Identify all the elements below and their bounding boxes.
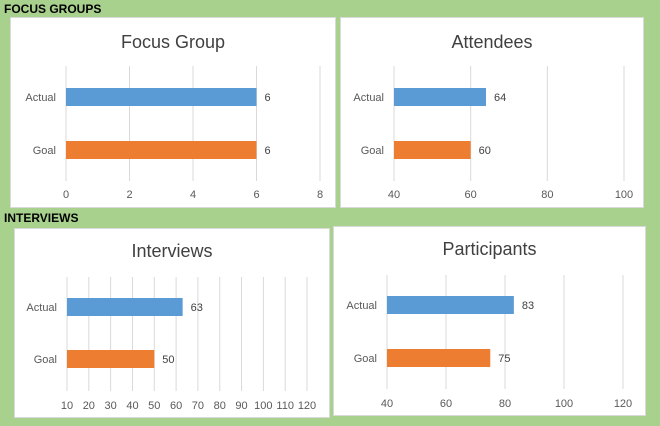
category-label: Goal bbox=[354, 353, 377, 365]
category-label: Actual bbox=[25, 92, 56, 104]
category-label: Actual bbox=[346, 300, 377, 312]
data-label: 63 bbox=[191, 302, 203, 314]
x-tick-label: 100 bbox=[555, 398, 573, 410]
x-tick-label: 4 bbox=[190, 189, 196, 201]
chart-svg-attendees: 40 60 80 100 Actual 64 Goal 60 bbox=[353, 66, 633, 201]
x-tick-label: 120 bbox=[614, 398, 632, 410]
chart-panel-attendees: Attendees 40 60 80 100 Actual 64 Goal 60 bbox=[340, 17, 644, 208]
x-tick-label: 20 bbox=[83, 400, 95, 412]
chart-title-interviews: Interviews bbox=[131, 241, 213, 261]
chart-svg-interviews: 10 20 30 40 50 60 70 80 90 100 110 120 Actual 63 Goal 5… bbox=[26, 277, 316, 412]
x-tick-label: 100 bbox=[254, 400, 272, 412]
bar-goal bbox=[66, 141, 257, 159]
chart-panel-participants: Participants 40 60 80 100 120 Actual 83 Goal 75 bbox=[333, 226, 646, 416]
x-tick-label: 60 bbox=[440, 398, 452, 410]
x-tick-label: 40 bbox=[126, 400, 138, 412]
category-label: Actual bbox=[26, 302, 57, 314]
bar-actual bbox=[66, 88, 257, 106]
chart-title-focus-group: Focus Group bbox=[120, 32, 226, 52]
chart-panel-interviews: Interviews 10 20 30 40 50 60 70 80 90 100 110 120 Ac… bbox=[14, 228, 330, 418]
x-tick-label: 10 bbox=[61, 400, 73, 412]
x-tick-label: 8 bbox=[317, 189, 323, 201]
data-label: 83 bbox=[522, 300, 534, 312]
data-label: 75 bbox=[498, 353, 510, 365]
chart-panel-focus-group: Focus Group 0 2 4 6 8 Actual 6 Goal 6 bbox=[10, 17, 336, 208]
data-label: 50 bbox=[162, 354, 174, 366]
x-tick-label: 6 bbox=[253, 189, 259, 201]
chart-title-participants: Participants bbox=[442, 239, 537, 259]
x-tick-label: 90 bbox=[235, 400, 247, 412]
x-tick-label: 80 bbox=[214, 400, 226, 412]
x-tick-label: 30 bbox=[105, 400, 117, 412]
bar-actual bbox=[394, 88, 486, 106]
x-tick-label: 60 bbox=[465, 189, 477, 201]
x-tick-label: 40 bbox=[388, 189, 400, 201]
data-label: 64 bbox=[494, 92, 506, 104]
bar-actual bbox=[387, 296, 514, 314]
x-tick-label: 50 bbox=[148, 400, 160, 412]
x-tick-label: 70 bbox=[192, 400, 204, 412]
x-tick-label: 100 bbox=[615, 189, 633, 201]
chart-svg-participants: 40 60 80 100 120 Actual 83 Goal 75 bbox=[346, 275, 632, 410]
bar-goal bbox=[394, 141, 471, 159]
chart-svg-focus-group: 0 2 4 6 8 Actual 6 Goal 6 bbox=[25, 66, 323, 201]
chart-title-attendees: Attendees bbox=[451, 32, 533, 52]
data-label: 60 bbox=[479, 145, 491, 157]
data-label: 6 bbox=[265, 145, 271, 157]
x-tick-label: 2 bbox=[126, 189, 132, 201]
x-tick-label: 40 bbox=[381, 398, 393, 410]
section-label-focus-groups: FOCUS GROUPS bbox=[4, 2, 102, 16]
x-tick-label: 80 bbox=[541, 189, 553, 201]
data-label: 6 bbox=[265, 92, 271, 104]
x-tick-label: 0 bbox=[63, 189, 69, 201]
bar-goal bbox=[387, 349, 491, 367]
bar-goal bbox=[67, 350, 155, 368]
section-label-interviews: INTERVIEWS bbox=[4, 211, 79, 225]
x-tick-label: 80 bbox=[499, 398, 511, 410]
x-tick-label: 60 bbox=[170, 400, 182, 412]
x-tick-label: 110 bbox=[276, 400, 294, 412]
category-label: Goal bbox=[34, 354, 57, 366]
category-label: Actual bbox=[353, 92, 384, 104]
bar-actual bbox=[67, 298, 183, 316]
category-label: Goal bbox=[33, 145, 56, 157]
x-tick-label: 120 bbox=[298, 400, 316, 412]
category-label: Goal bbox=[361, 145, 384, 157]
